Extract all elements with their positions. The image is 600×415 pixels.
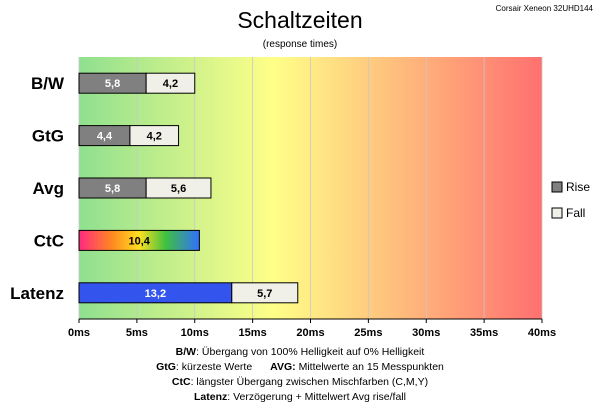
bar-rise-label: 5,8	[105, 183, 120, 195]
category-labels: B/W GtG Avg CtC Latenz	[10, 74, 65, 303]
x-tick-label: 40ms	[528, 327, 556, 339]
category-label: Latenz	[10, 284, 64, 303]
bar-rise-label: 4,4	[97, 131, 113, 143]
legend-rise-label: Rise	[566, 180, 590, 194]
bar-fall-label: 5,7	[257, 288, 272, 300]
footnotes: B/W: Übergang von 100% Helligkeit auf 0%…	[0, 345, 600, 405]
bar-fall	[145, 72, 196, 94]
x-axis: 0ms 5ms 10ms 15ms 20ms 25ms 30ms 35ms 40ms	[68, 318, 556, 339]
bar-rise-label: 10,4	[128, 235, 150, 247]
x-tick-label: 15ms	[239, 327, 267, 339]
category-label: B/W	[31, 74, 65, 93]
legend: Rise Fall	[551, 180, 590, 220]
legend-fall-label: Fall	[566, 206, 585, 220]
bar-fall-label: 4,2	[147, 131, 162, 143]
note-ctc: CtC: längster Übergang zwischen Mischfar…	[171, 376, 429, 388]
category-label: CtC	[34, 231, 64, 250]
x-tick-label: 0ms	[68, 327, 90, 339]
grid	[78, 57, 543, 319]
bar-fall-label: 4,2	[163, 78, 178, 90]
bar-fall	[231, 282, 299, 304]
category-label: GtG	[32, 127, 64, 146]
x-tick-label: 25ms	[354, 327, 382, 339]
note-gtg-avg: GtG: kürzeste Werte AVG: Mittelwerte an 1…	[156, 361, 444, 373]
x-tick-label: 5ms	[126, 327, 148, 339]
x-tick-label: 20ms	[296, 327, 324, 339]
bar-rise-label: 5,8	[105, 78, 120, 90]
device-name: Corsair Xeneon 32UHD144	[496, 4, 594, 13]
bar-rise-label: 13,2	[145, 288, 166, 300]
chart-title: Schaltzeiten	[237, 7, 362, 33]
bar-fall-label: 5,6	[171, 183, 186, 195]
bar-rise	[78, 229, 200, 251]
category-label: Avg	[33, 179, 65, 198]
note-latenz: Latenz: Verzögerung + Mittelwert Avg ris…	[194, 391, 406, 403]
note-bw: B/W: Übergang von 100% Helligkeit auf 0%…	[175, 346, 425, 358]
legend-fall-swatch	[551, 207, 563, 219]
x-tick-label: 30ms	[412, 327, 440, 339]
bars: 5,8 4,2 4,4 4,2 5,8 5,6 10,4 13,2 5,7	[78, 72, 299, 304]
x-tick-label: 35ms	[470, 327, 498, 339]
legend-rise-swatch	[551, 181, 563, 193]
chart-subtitle: (response times)	[263, 39, 337, 50]
bar-fall	[129, 125, 180, 147]
bar-fall	[145, 177, 212, 199]
x-tick-label: 10ms	[181, 327, 209, 339]
